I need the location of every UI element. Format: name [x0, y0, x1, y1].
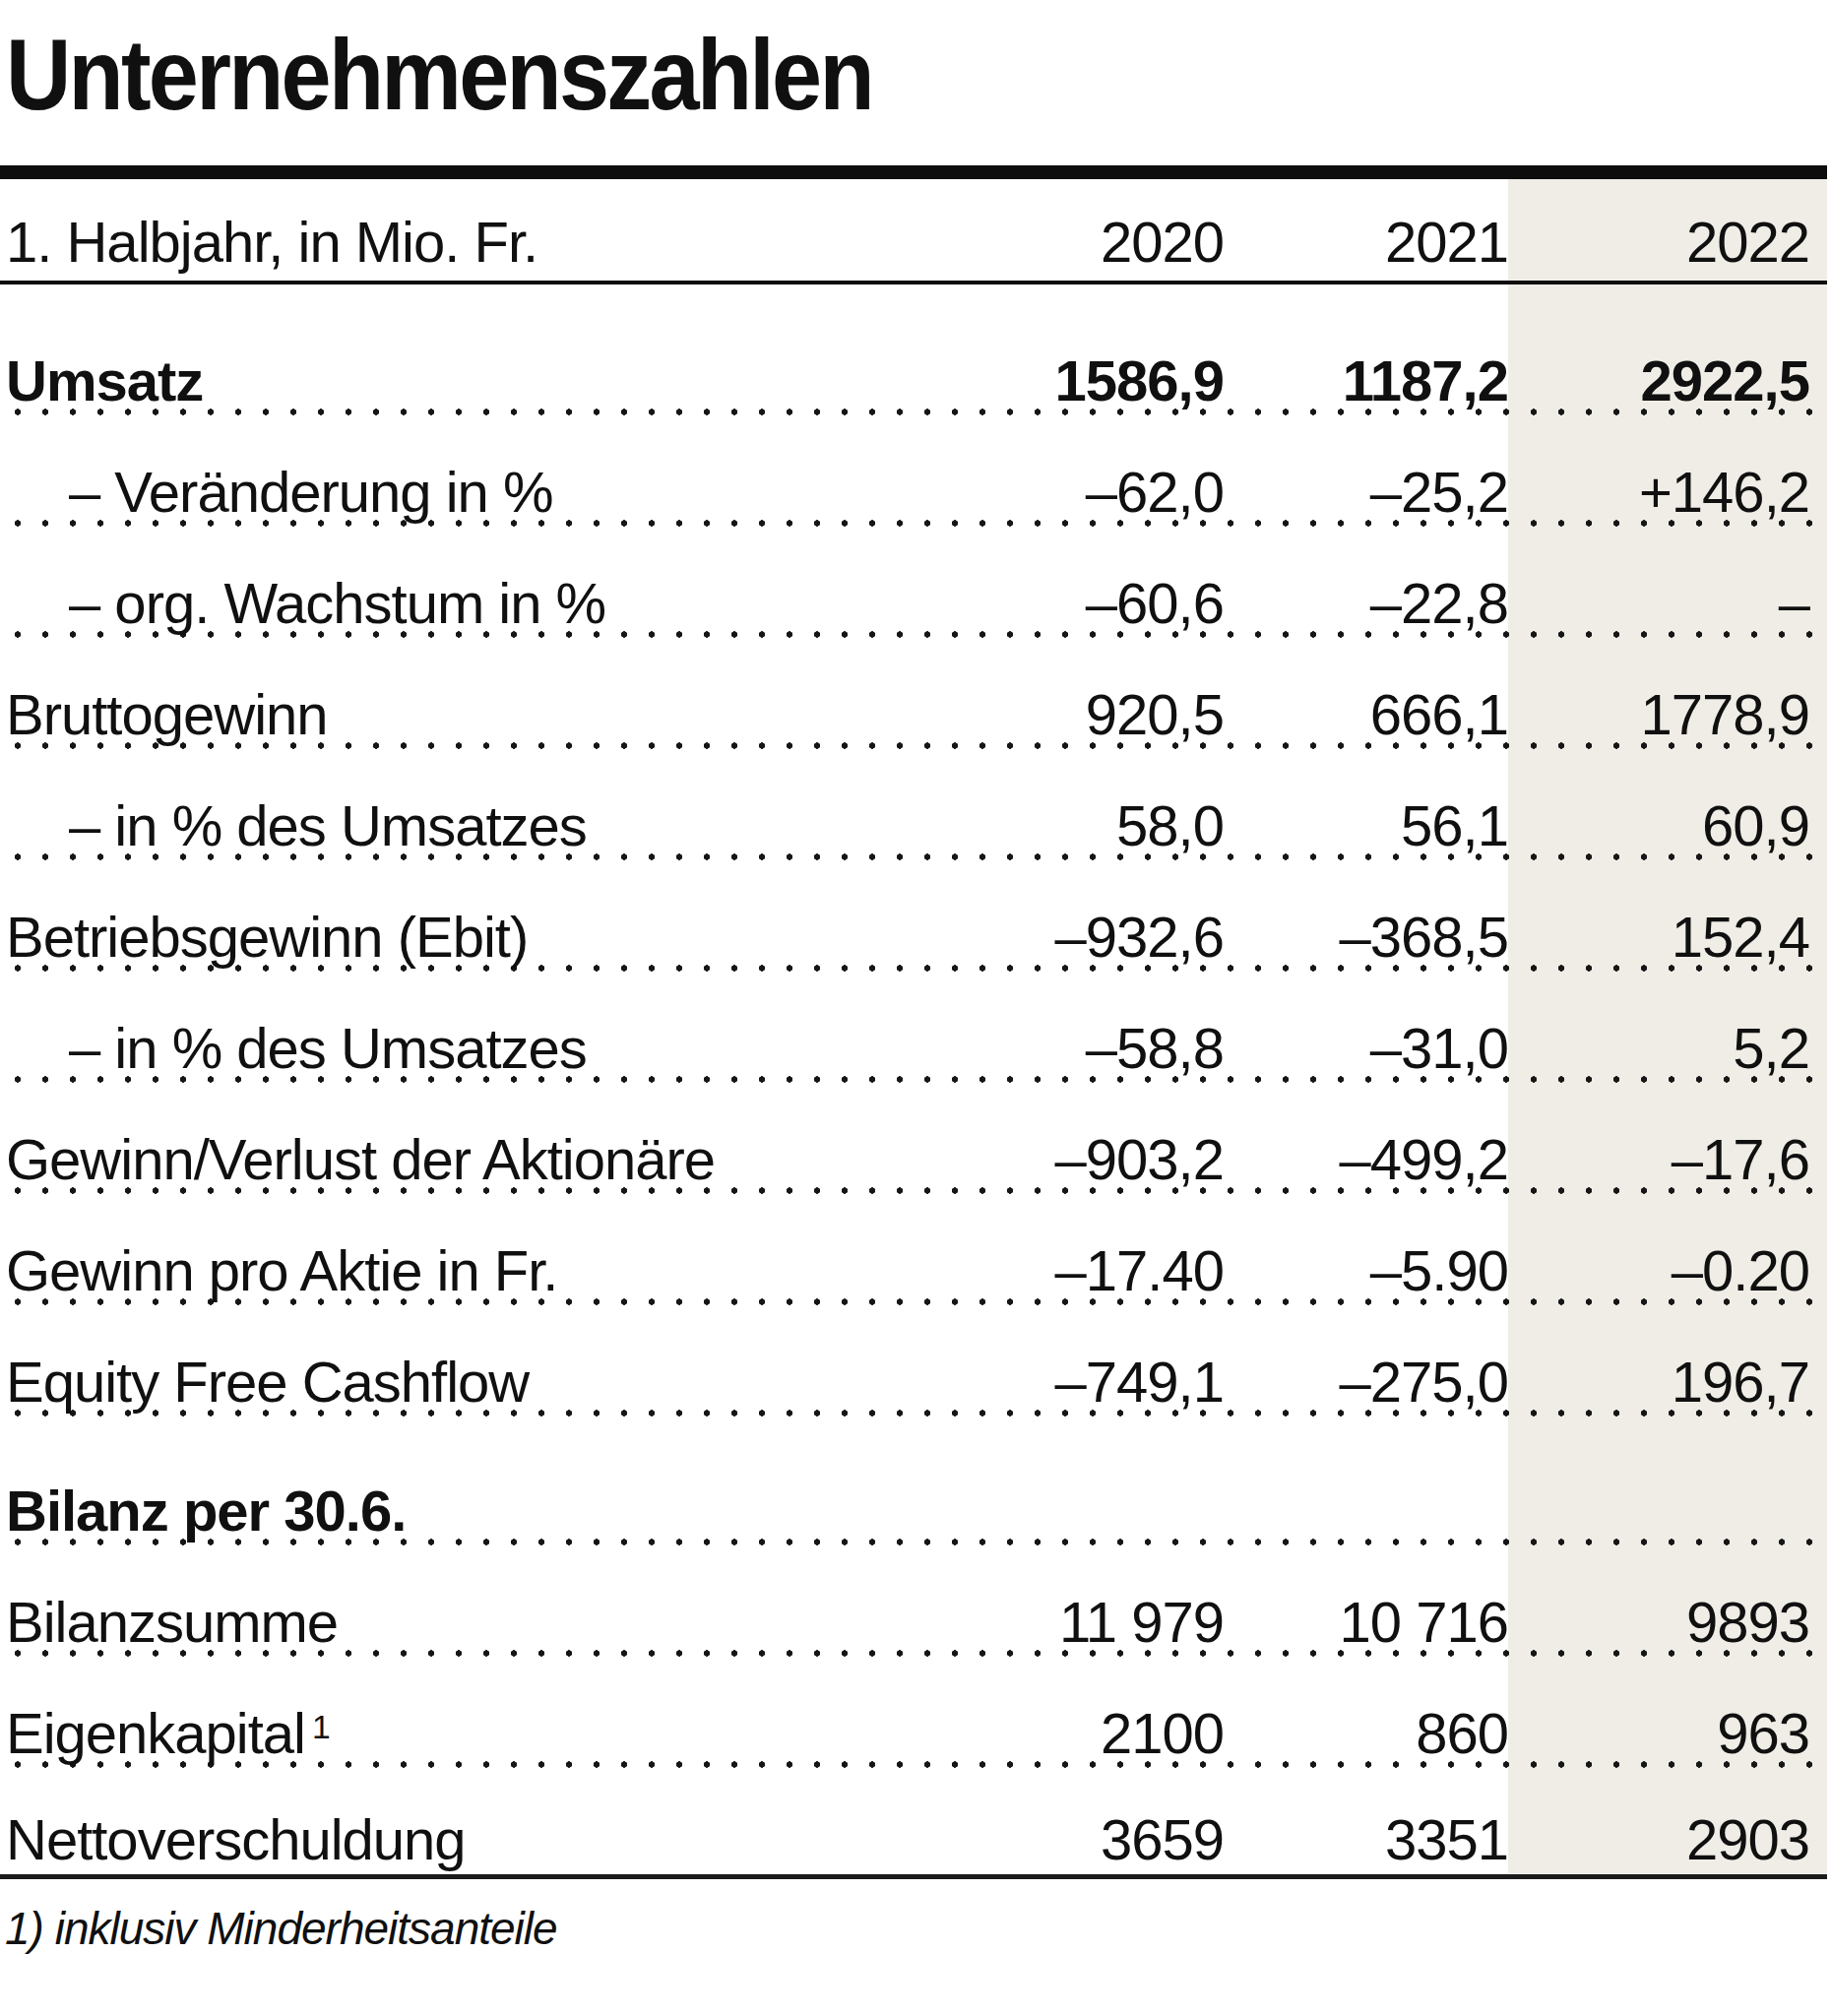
row-label: – in % des Umsatzes — [0, 797, 928, 854]
footnote-marker: 1 — [312, 1709, 331, 1745]
table-row-gewinn-verlust: Gewinn/Verlust der Aktionäre –903,2 –499… — [0, 1083, 1827, 1194]
value-2020: –60,6 — [928, 575, 1224, 632]
table-row-nettoverschuldung: Nettoverschuldung 3659 3351 2903 — [0, 1768, 1827, 1874]
value-2021: 3351 — [1224, 1811, 1508, 1868]
value-2022: 2922,5 — [1508, 352, 1827, 410]
table-row-org-wachstum: – org. Wachstum in % –60,6 –22,8 – — [0, 527, 1827, 638]
value-2022: +146,2 — [1508, 464, 1827, 521]
value-2021: –499,2 — [1224, 1131, 1508, 1188]
financial-table-panel: Unternehmenszahlen 1. Halbjahr, in Mio. … — [0, 0, 1831, 2016]
row-label: Equity Free Cashflow — [0, 1354, 928, 1411]
value-2020: 11 979 — [928, 1594, 1224, 1651]
table: 1. Halbjahr, in Mio. Fr. 2020 2021 2022 … — [0, 179, 1827, 1955]
value-2021: 56,1 — [1224, 797, 1508, 854]
value-2022: 963 — [1508, 1705, 1827, 1762]
table-row-bilanzsumme: Bilanzsumme 11 979 10 716 9893 — [0, 1545, 1827, 1657]
row-label-text: Eigenkapital — [6, 1701, 305, 1765]
year-header-2021: 2021 — [1224, 214, 1508, 271]
row-label: – org. Wachstum in % — [0, 575, 928, 632]
value-2021: –368,5 — [1224, 909, 1508, 966]
row-label: Bruttogewinn — [0, 686, 928, 743]
value-2021: 10 716 — [1224, 1594, 1508, 1651]
value-2022: 9893 — [1508, 1594, 1827, 1651]
value-2020: 2100 — [928, 1705, 1224, 1762]
year-header-2020: 2020 — [928, 214, 1224, 271]
row-label: Bilanzsumme — [0, 1594, 928, 1651]
bottom-rule — [0, 1874, 1827, 1879]
value-2020: 920,5 — [928, 686, 1224, 743]
section-label: Bilanz per 30.6. — [0, 1482, 1827, 1540]
value-2020: 1586,9 — [928, 352, 1224, 410]
row-label: – Veränderung in % — [0, 464, 928, 521]
value-2021: –5.90 — [1224, 1242, 1508, 1299]
value-2022: 60,9 — [1508, 797, 1827, 854]
page-title: Unternehmenszahlen — [6, 24, 872, 126]
value-2022: 152,4 — [1508, 909, 1827, 966]
row-label: Gewinn/Verlust der Aktionäre — [0, 1131, 928, 1188]
value-2022: 196,7 — [1508, 1354, 1827, 1411]
table-row-bruttogewinn: Bruttogewinn 920,5 666,1 1778,9 — [0, 638, 1827, 749]
value-2022: 5,2 — [1508, 1020, 1827, 1077]
value-2021: –31,0 — [1224, 1020, 1508, 1077]
value-2020: –58,8 — [928, 1020, 1224, 1077]
value-2021: 1187,2 — [1224, 352, 1508, 410]
table-row-veraenderung: – Veränderung in % –62,0 –25,2 +146,2 — [0, 415, 1827, 527]
value-2020: –903,2 — [928, 1131, 1224, 1188]
row-label: Betriebsgewinn (Ebit) — [0, 909, 928, 966]
table-row-gewinn-pro-aktie: Gewinn pro Aktie in Fr. –17.40 –5.90 –0.… — [0, 1194, 1827, 1305]
value-2020: –749,1 — [928, 1354, 1224, 1411]
table-row-ebit-marge: – in % des Umsatzes –58,8 –31,0 5,2 — [0, 972, 1827, 1083]
value-2020: –17.40 — [928, 1242, 1224, 1299]
value-2021: –275,0 — [1224, 1354, 1508, 1411]
footnote: 1) inklusiv Minderheitsanteile — [5, 1903, 1827, 1955]
value-2022: 1778,9 — [1508, 686, 1827, 743]
row-label: – in % des Umsatzes — [0, 1020, 928, 1077]
row-label: Nettoverschuldung — [0, 1811, 928, 1868]
value-2020: –62,0 — [928, 464, 1224, 521]
value-2020: 3659 — [928, 1811, 1224, 1868]
row-label: Eigenkapital1 — [0, 1705, 928, 1762]
value-2020: –932,6 — [928, 909, 1224, 966]
value-2021: 860 — [1224, 1705, 1508, 1762]
table-row-eigenkapital: Eigenkapital1 2100 860 963 — [0, 1657, 1827, 1768]
value-2021: –25,2 — [1224, 464, 1508, 521]
table-row-umsatz: Umsatz 1586,9 1187,2 2922,5 — [0, 284, 1827, 415]
unit-label: 1. Halbjahr, in Mio. Fr. — [0, 214, 928, 271]
table-row-brutto-marge: – in % des Umsatzes 58,0 56,1 60,9 — [0, 749, 1827, 860]
value-2020: 58,0 — [928, 797, 1224, 854]
table-header-row: 1. Halbjahr, in Mio. Fr. 2020 2021 2022 — [0, 179, 1827, 281]
value-2022: –17,6 — [1508, 1131, 1827, 1188]
value-2022: – — [1508, 575, 1827, 632]
value-2021: 666,1 — [1224, 686, 1508, 743]
section-header-bilanz: Bilanz per 30.6. — [0, 1417, 1827, 1545]
year-header-2022: 2022 — [1508, 214, 1827, 271]
table-row-equity-free-cashflow: Equity Free Cashflow –749,1 –275,0 196,7 — [0, 1305, 1827, 1417]
value-2022: –0.20 — [1508, 1242, 1827, 1299]
table-row-ebit: Betriebsgewinn (Ebit) –932,6 –368,5 152,… — [0, 860, 1827, 972]
top-rule — [0, 165, 1827, 179]
row-label: Gewinn pro Aktie in Fr. — [0, 1242, 928, 1299]
value-2021: –22,8 — [1224, 575, 1508, 632]
row-label: Umsatz — [0, 352, 928, 410]
value-2022: 2903 — [1508, 1811, 1827, 1868]
